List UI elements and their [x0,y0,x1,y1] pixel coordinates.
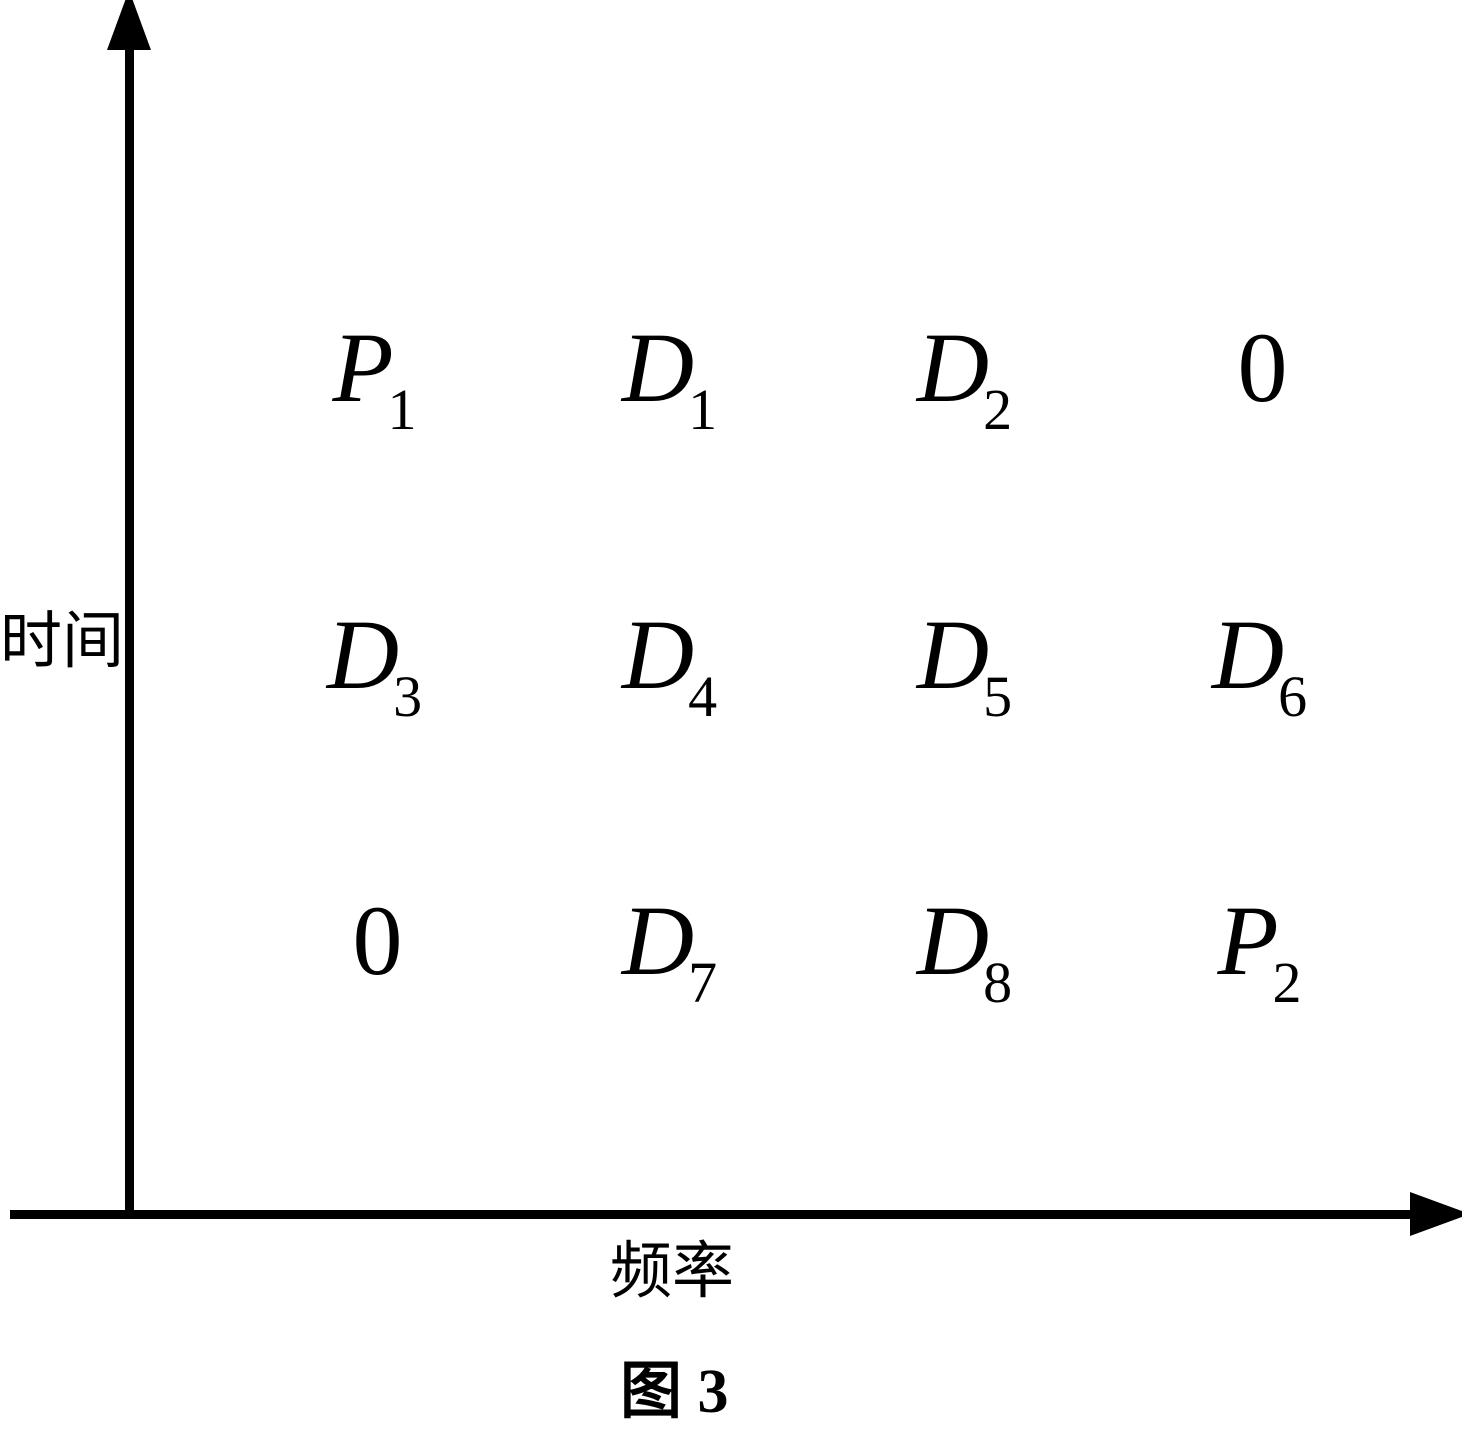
cell-subscript: 7 [688,949,717,1016]
cell-subscript: 8 [983,949,1012,1016]
grid-cell-1: D1 [570,310,775,477]
cell-main: D [917,597,989,712]
cell-main: 0 [353,883,403,998]
cell-main: D [917,883,989,998]
grid-cell-3: 0 [1160,310,1365,477]
cell-subscript: 1 [688,376,717,443]
cell-main: D [1212,597,1284,712]
cell-main: P [1217,883,1278,998]
cell-main: D [917,310,989,425]
grid-cell-4: D3 [275,597,480,764]
grid-cell-0: P1 [275,310,480,477]
cell-subscript: 6 [1278,663,1307,730]
x-axis-label: 频率 [610,1220,734,1310]
grid-cell-9: D7 [570,883,775,1050]
grid-cell-2: D2 [865,310,1070,477]
grid-cell-10: D8 [865,883,1070,1050]
cell-main: P [332,310,393,425]
cell-main: D [622,883,694,998]
y-axis-label: 时间 [0,590,124,680]
grid-cell-8: 0 [275,883,480,1050]
cell-main: D [622,597,694,712]
symbol-grid: P1D1D20D3D4D5D60D7D8P2 [275,310,1365,1050]
cell-subscript: 2 [1273,949,1302,1016]
cell-subscript: 5 [983,663,1012,730]
grid-cell-11: P2 [1160,883,1365,1050]
figure-caption: 图 3 [620,1340,729,1430]
cell-main: D [327,597,399,712]
figure-container: 时间 频率 P1D1D20D3D4D5D60D7D8P2 图 3 [0,0,1462,1428]
cell-subscript: 2 [983,376,1012,443]
x-axis [10,1210,1430,1219]
cell-subscript: 3 [393,663,422,730]
grid-cell-5: D4 [570,597,775,764]
grid-cell-6: D5 [865,597,1070,764]
x-axis-arrow [1410,1192,1462,1236]
cell-subscript: 4 [688,663,717,730]
cell-subscript: 1 [388,376,417,443]
grid-cell-7: D6 [1160,597,1365,764]
cell-main: 0 [1238,310,1288,425]
y-axis [125,30,134,1214]
cell-main: D [622,310,694,425]
y-axis-arrow [107,0,151,50]
